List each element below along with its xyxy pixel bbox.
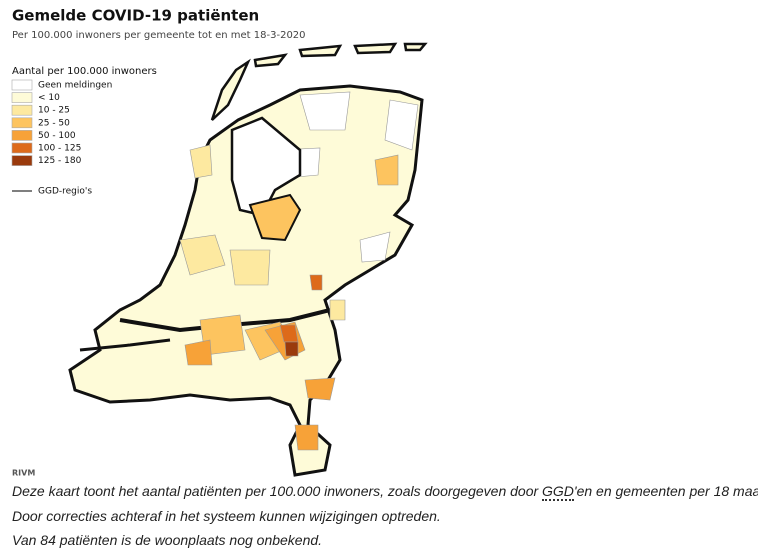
legend-swatch — [11, 117, 33, 129]
river — [79, 338, 171, 352]
legend-label: 100 - 125 — [38, 144, 81, 154]
caption-text: 'en en gemeenten per 18 maart 2020. — [573, 483, 758, 499]
title: Gemelde COVID-19 patiënten — [12, 7, 259, 25]
legend-line-label: GGD-regio's — [38, 187, 92, 197]
islands — [210, 42, 428, 121]
lake — [230, 116, 302, 217]
map-graphic: Gemelde COVID-19 patiënten Per 100.000 i… — [11, 7, 428, 478]
legend: Geen meldingen < 10 10 - 25 25 - 50 50 - 100… — [11, 79, 112, 166]
legend-title: Aantal per 100.000 inwoners — [12, 66, 157, 77]
municipalities — [179, 144, 399, 451]
legend-label: 25 - 50 — [38, 118, 70, 128]
legend-label: 10 - 25 — [38, 106, 70, 116]
legend-label: Geen meldingen — [38, 81, 112, 91]
caption-line: Door correcties achteraf in het systeem … — [12, 508, 441, 524]
legend-swatch — [11, 79, 33, 91]
abbreviation[interactable]: GGD — [542, 483, 574, 501]
caption-line: Deze kaart toont het aantal patiënten pe… — [12, 483, 758, 501]
source: RIVM — [12, 469, 35, 478]
legend-swatch — [11, 92, 33, 103]
legend-swatch — [11, 130, 33, 141]
legend-swatch — [11, 155, 33, 166]
legend-swatch — [11, 142, 33, 154]
caption-line: Van 84 patiënten is de woonplaats nog on… — [12, 532, 323, 548]
caption-text: Deze kaart toont het aantal patiënten pe… — [12, 483, 543, 499]
legend-label: 125 - 180 — [38, 156, 82, 166]
legend-swatch — [11, 104, 33, 116]
flevoland — [248, 193, 302, 242]
legend-label: < 10 — [38, 93, 60, 103]
legend-label: 50 - 100 — [38, 131, 76, 141]
subtitle: Per 100.000 inwoners per gemeente tot en… — [12, 30, 306, 41]
